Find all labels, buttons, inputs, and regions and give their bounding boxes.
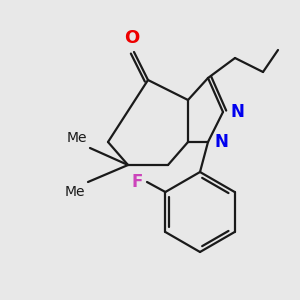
Text: N: N [230,103,244,121]
Text: Me: Me [64,185,85,199]
Text: N: N [215,133,229,151]
Text: O: O [124,29,140,47]
Text: F: F [132,173,143,191]
Text: Me: Me [67,131,87,145]
